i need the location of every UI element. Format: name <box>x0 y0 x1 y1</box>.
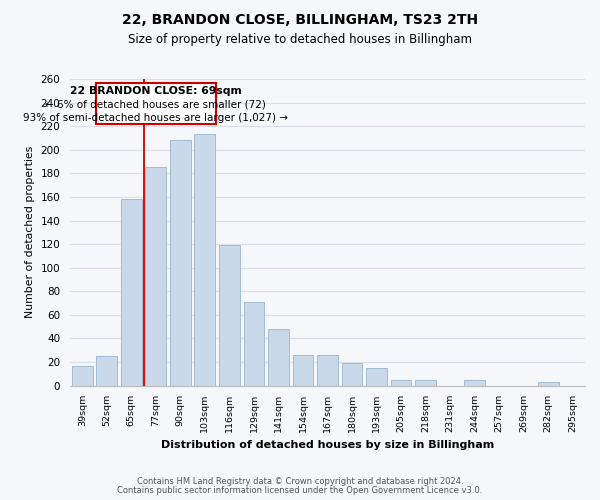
Bar <box>293 355 313 386</box>
X-axis label: Distribution of detached houses by size in Billingham: Distribution of detached houses by size … <box>161 440 494 450</box>
Text: Contains public sector information licensed under the Open Government Licence v3: Contains public sector information licen… <box>118 486 482 495</box>
Bar <box>366 368 387 386</box>
Text: Contains HM Land Registry data © Crown copyright and database right 2024.: Contains HM Land Registry data © Crown c… <box>137 477 463 486</box>
Bar <box>391 380 412 386</box>
Text: Size of property relative to detached houses in Billingham: Size of property relative to detached ho… <box>128 32 472 46</box>
Text: 22, BRANDON CLOSE, BILLINGHAM, TS23 2TH: 22, BRANDON CLOSE, BILLINGHAM, TS23 2TH <box>122 12 478 26</box>
Bar <box>268 329 289 386</box>
Bar <box>415 380 436 386</box>
Bar <box>170 140 191 386</box>
Text: ← 6% of detached houses are smaller (72): ← 6% of detached houses are smaller (72) <box>46 100 266 110</box>
Bar <box>219 246 240 386</box>
Text: 22 BRANDON CLOSE: 69sqm: 22 BRANDON CLOSE: 69sqm <box>70 86 242 96</box>
Y-axis label: Number of detached properties: Number of detached properties <box>25 146 35 318</box>
Bar <box>317 355 338 386</box>
Bar <box>72 366 92 386</box>
Text: 93% of semi-detached houses are larger (1,027) →: 93% of semi-detached houses are larger (… <box>23 113 289 123</box>
Bar <box>97 356 117 386</box>
Bar <box>244 302 265 386</box>
Bar <box>341 363 362 386</box>
Bar <box>538 382 559 386</box>
Bar <box>194 134 215 386</box>
Bar <box>96 82 216 124</box>
Bar <box>464 380 485 386</box>
Bar <box>121 200 142 386</box>
Bar <box>145 168 166 386</box>
